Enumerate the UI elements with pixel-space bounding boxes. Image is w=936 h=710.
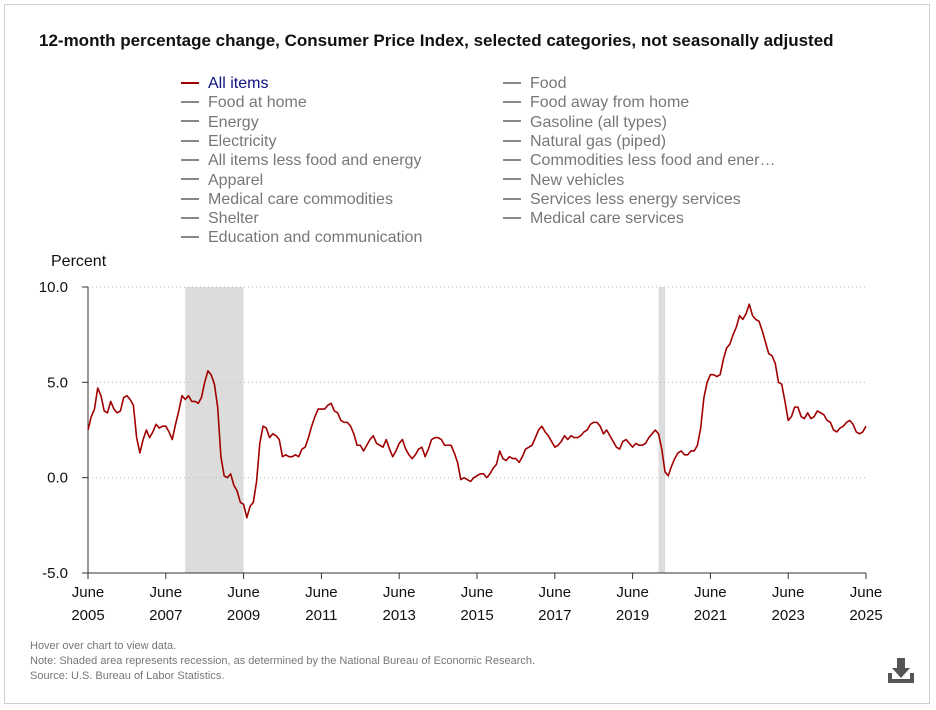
x-tick-label-month: June bbox=[383, 584, 416, 601]
legend-label: Shelter bbox=[208, 210, 259, 228]
legend-item-all-items-less-food-and-energy[interactable]: All items less food and energy bbox=[181, 152, 421, 170]
legend-label: Food away from home bbox=[530, 94, 690, 112]
legend-label: Natural gas (piped) bbox=[530, 132, 667, 150]
legend-label: All items less food and energy bbox=[208, 152, 422, 170]
legend-swatch bbox=[181, 158, 199, 161]
cpi-line-chart[interactable]: 10.05.00.0-5.0June2005June2007June2009Ju… bbox=[0, 0, 936, 640]
legend-swatch bbox=[181, 101, 199, 104]
legend-label: Education and communication bbox=[208, 229, 423, 247]
legend-item-food[interactable]: Food bbox=[503, 75, 566, 93]
legend-item-medical-care-commodities[interactable]: Medical care commodities bbox=[181, 191, 393, 209]
x-tick-label-month: June bbox=[616, 584, 649, 601]
legend-item-shelter[interactable]: Shelter bbox=[181, 210, 259, 228]
legend-label: Apparel bbox=[208, 171, 264, 189]
x-tick-label-year: 2019 bbox=[616, 607, 649, 624]
x-tick-label-year: 2023 bbox=[772, 607, 805, 624]
legend-label: Commodities less food and ener… bbox=[530, 152, 776, 170]
x-tick-label-month: June bbox=[305, 584, 338, 601]
legend-label: Food at home bbox=[208, 94, 307, 112]
legend-swatch bbox=[503, 216, 521, 219]
hover-hint: Hover over chart to view data. bbox=[30, 640, 177, 652]
y-tick-label: 10.0 bbox=[39, 279, 68, 296]
recession-band-0 bbox=[185, 287, 244, 573]
legend-item-services-less-energy-services[interactable]: Services less energy services bbox=[503, 191, 741, 209]
download-icon-graphic bbox=[888, 658, 914, 683]
legend-swatch bbox=[503, 158, 521, 161]
x-tick-label-year: 2009 bbox=[227, 607, 260, 624]
legend-swatch bbox=[181, 197, 199, 200]
legend-item-education-and-communication[interactable]: Education and communication bbox=[181, 229, 422, 247]
x-tick-label-year: 2017 bbox=[538, 607, 571, 624]
legend-label: New vehicles bbox=[530, 171, 625, 189]
x-tick-label-year: 2005 bbox=[71, 607, 104, 624]
legend-item-natural-gas-piped[interactable]: Natural gas (piped) bbox=[503, 133, 666, 151]
x-tick-label-month: June bbox=[850, 584, 883, 601]
legend-swatch bbox=[503, 101, 521, 104]
legend-item-gasoline-all-types[interactable]: Gasoline (all types) bbox=[503, 114, 667, 132]
legend-item-commodities-less-food-and-ener[interactable]: Commodities less food and ener… bbox=[503, 152, 775, 170]
legend-item-all-items[interactable]: All items bbox=[181, 75, 268, 93]
chart-notes: Hover over chart to view data. Note: Sha… bbox=[30, 639, 535, 684]
legend-item-new-vehicles[interactable]: New vehicles bbox=[503, 172, 624, 190]
x-tick-label-month: June bbox=[461, 584, 494, 601]
legend-label: Medical care commodities bbox=[208, 190, 393, 208]
legend-label: Food bbox=[530, 75, 567, 92]
legend-swatch bbox=[181, 120, 199, 123]
legend-label: Electricity bbox=[208, 132, 277, 150]
recession-note: Note: Shaded area represents recession, … bbox=[30, 655, 536, 667]
legend-swatch bbox=[181, 178, 199, 181]
chart-title: 12-month percentage change, Consumer Pri… bbox=[39, 31, 834, 50]
x-tick-label-year: 2011 bbox=[305, 607, 337, 624]
x-tick-label-year: 2013 bbox=[383, 607, 416, 624]
x-tick-label-year: 2025 bbox=[849, 607, 882, 624]
legend-swatch bbox=[503, 197, 521, 200]
legend-swatch bbox=[181, 216, 199, 219]
series-line-all-items[interactable] bbox=[87, 303, 867, 519]
legend-item-medical-care-services[interactable]: Medical care services bbox=[503, 210, 684, 228]
legend-item-food-at-home[interactable]: Food at home bbox=[181, 94, 307, 112]
legend-label: Medical care services bbox=[530, 210, 684, 228]
legend-label: Services less energy services bbox=[530, 190, 741, 208]
legend-label: Energy bbox=[208, 113, 259, 131]
x-tick-label-month: June bbox=[150, 584, 183, 601]
source-note: Source: U.S. Bureau of Labor Statistics. bbox=[30, 670, 225, 682]
x-tick-label-year: 2007 bbox=[149, 607, 182, 624]
y-tick-label: -5.0 bbox=[42, 565, 68, 582]
legend-label: All items bbox=[208, 75, 269, 92]
x-tick-label-month: June bbox=[227, 584, 260, 601]
legend-item-energy[interactable]: Energy bbox=[181, 114, 259, 132]
x-tick-label-month: June bbox=[539, 584, 572, 601]
y-tick-label: 5.0 bbox=[47, 374, 68, 391]
x-tick-label-month: June bbox=[72, 584, 105, 601]
legend-item-apparel[interactable]: Apparel bbox=[181, 172, 263, 190]
legend-item-electricity[interactable]: Electricity bbox=[181, 133, 276, 151]
x-tick-label-year: 2015 bbox=[460, 607, 493, 624]
recession-band-1 bbox=[658, 287, 666, 573]
y-tick-label: 0.0 bbox=[47, 470, 68, 487]
chart-frame bbox=[4, 4, 930, 704]
legend-swatch bbox=[181, 81, 199, 84]
legend-swatch bbox=[503, 139, 521, 142]
legend-swatch bbox=[181, 139, 199, 142]
download-icon[interactable] bbox=[886, 656, 916, 686]
legend-swatch bbox=[503, 81, 521, 84]
legend-swatch bbox=[503, 178, 521, 181]
x-tick-label-month: June bbox=[772, 584, 805, 601]
legend-swatch bbox=[181, 236, 199, 239]
legend-label: Gasoline (all types) bbox=[530, 113, 667, 131]
legend-item-food-away-from-home[interactable]: Food away from home bbox=[503, 94, 689, 112]
legend-swatch bbox=[503, 120, 521, 123]
x-tick-label-year: 2021 bbox=[694, 607, 727, 624]
y-axis-unit-label: Percent bbox=[51, 253, 107, 270]
x-tick-label-month: June bbox=[694, 584, 727, 601]
